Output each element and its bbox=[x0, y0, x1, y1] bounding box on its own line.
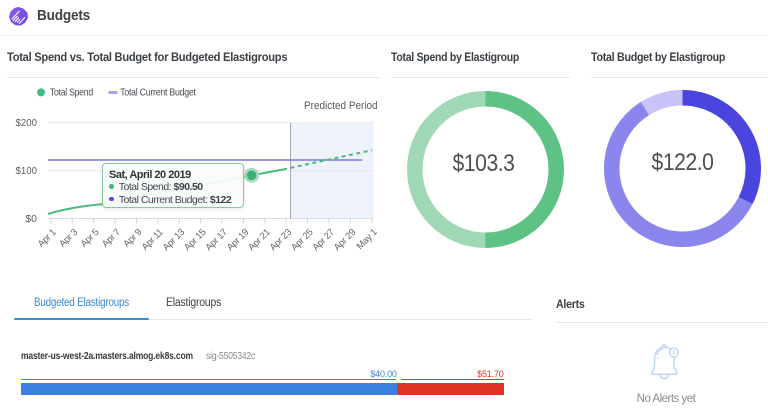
svg-text:Apr 21: Apr 21 bbox=[246, 227, 272, 253]
svg-text:Predicted Period: Predicted Period bbox=[304, 100, 378, 112]
svg-text:Apr 3: Apr 3 bbox=[57, 227, 80, 250]
svg-text:Total Spend: Total Spend bbox=[50, 87, 93, 99]
svg-text:Apr 29: Apr 29 bbox=[332, 227, 358, 253]
svg-text:May 1: May 1 bbox=[355, 227, 380, 252]
svg-text:$200: $200 bbox=[16, 117, 38, 129]
svg-text:$100: $100 bbox=[16, 165, 38, 177]
svg-text:Apr 25: Apr 25 bbox=[289, 227, 315, 253]
svg-text:Apr 1: Apr 1 bbox=[36, 227, 59, 250]
svg-text:Apr 11: Apr 11 bbox=[140, 227, 166, 253]
svg-text:Apr 7: Apr 7 bbox=[100, 227, 123, 250]
svg-text:Apr 13: Apr 13 bbox=[161, 227, 187, 253]
svg-text:Total Current Budget: Total Current Budget bbox=[120, 87, 196, 99]
svg-text:Apr 17: Apr 17 bbox=[203, 227, 229, 253]
svg-text:Apr 23: Apr 23 bbox=[268, 227, 294, 253]
svg-text:Apr 19: Apr 19 bbox=[225, 227, 251, 253]
svg-text:Apr 27: Apr 27 bbox=[310, 227, 336, 253]
svg-text:$0: $0 bbox=[25, 213, 37, 225]
svg-text:Apr 5: Apr 5 bbox=[79, 227, 102, 250]
svg-text:Apr 15: Apr 15 bbox=[182, 227, 208, 253]
